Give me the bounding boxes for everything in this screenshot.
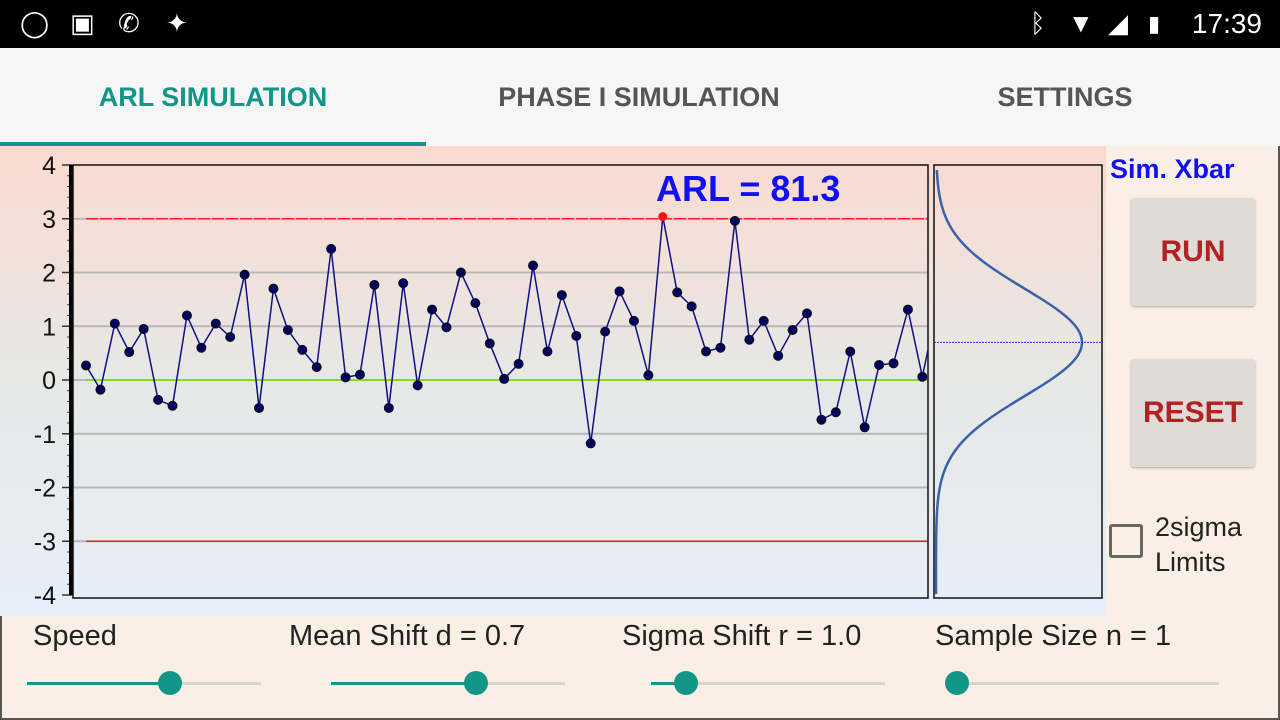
- mean-shift-slider[interactable]: [331, 671, 565, 695]
- tab-bar: ARL SIMULATION PHASE I SIMULATION SETTIN…: [0, 48, 1280, 146]
- tab-settings[interactable]: SETTINGS: [997, 81, 1133, 112]
- speed-slider[interactable]: [27, 671, 261, 695]
- slider-fill: [331, 682, 477, 685]
- call-icon: ✆: [118, 8, 140, 38]
- slider-thumb[interactable]: [464, 671, 489, 695]
- slider-fill: [651, 682, 687, 685]
- battery-icon: ▮: [1148, 11, 1161, 36]
- sample-size-slider[interactable]: [944, 671, 1219, 695]
- wifi-icon: ▼: [1068, 8, 1094, 38]
- 2sigma-limits-checkbox[interactable]: [1109, 524, 1143, 558]
- run-button[interactable]: RUN: [1131, 198, 1255, 306]
- slider-fill: [27, 682, 170, 685]
- clock: 17:39: [1191, 8, 1262, 39]
- slider-thumb[interactable]: [944, 671, 969, 695]
- slider-thumb[interactable]: [674, 671, 699, 695]
- whatsapp-icon: ◯: [20, 8, 50, 38]
- slider-thumb[interactable]: [157, 671, 182, 695]
- status-bar: ◯ ▣ ✆ ✦ ᛒ ▼ ◢ ▮ 17:39: [0, 0, 1280, 48]
- active-tab-indicator: [0, 142, 426, 146]
- checkbox-label-line1: 2sigma: [1155, 512, 1243, 542]
- reset-button[interactable]: RESET: [1131, 359, 1255, 467]
- bluetooth-icon: ᛒ: [1030, 8, 1046, 38]
- sigma-shift-slider[interactable]: [651, 671, 885, 695]
- tab-arl-simulation[interactable]: ARL SIMULATION: [98, 81, 328, 112]
- checkbox-label-line2: Limits: [1155, 547, 1226, 577]
- gallery-icon: ▣: [70, 8, 95, 38]
- signal-icon: ◢: [1108, 8, 1128, 38]
- arl-label: ARL = 81.3: [656, 168, 841, 209]
- sim-xbar-label: Sim. Xbar: [1110, 154, 1235, 184]
- sample-size-label: Sample Size n = 1: [935, 620, 1172, 652]
- mean-shift-label: Mean Shift d = 0.7: [289, 620, 526, 652]
- twitter-icon: ✦: [166, 8, 188, 38]
- speed-label: Speed: [33, 620, 117, 652]
- tab-phase-i-simulation[interactable]: PHASE I SIMULATION: [498, 81, 780, 112]
- 2sigma-limits-label: 2sigma Limits: [1155, 510, 1242, 580]
- chart-background: [0, 146, 1106, 616]
- sigma-shift-label: Sigma Shift r = 1.0: [622, 620, 862, 652]
